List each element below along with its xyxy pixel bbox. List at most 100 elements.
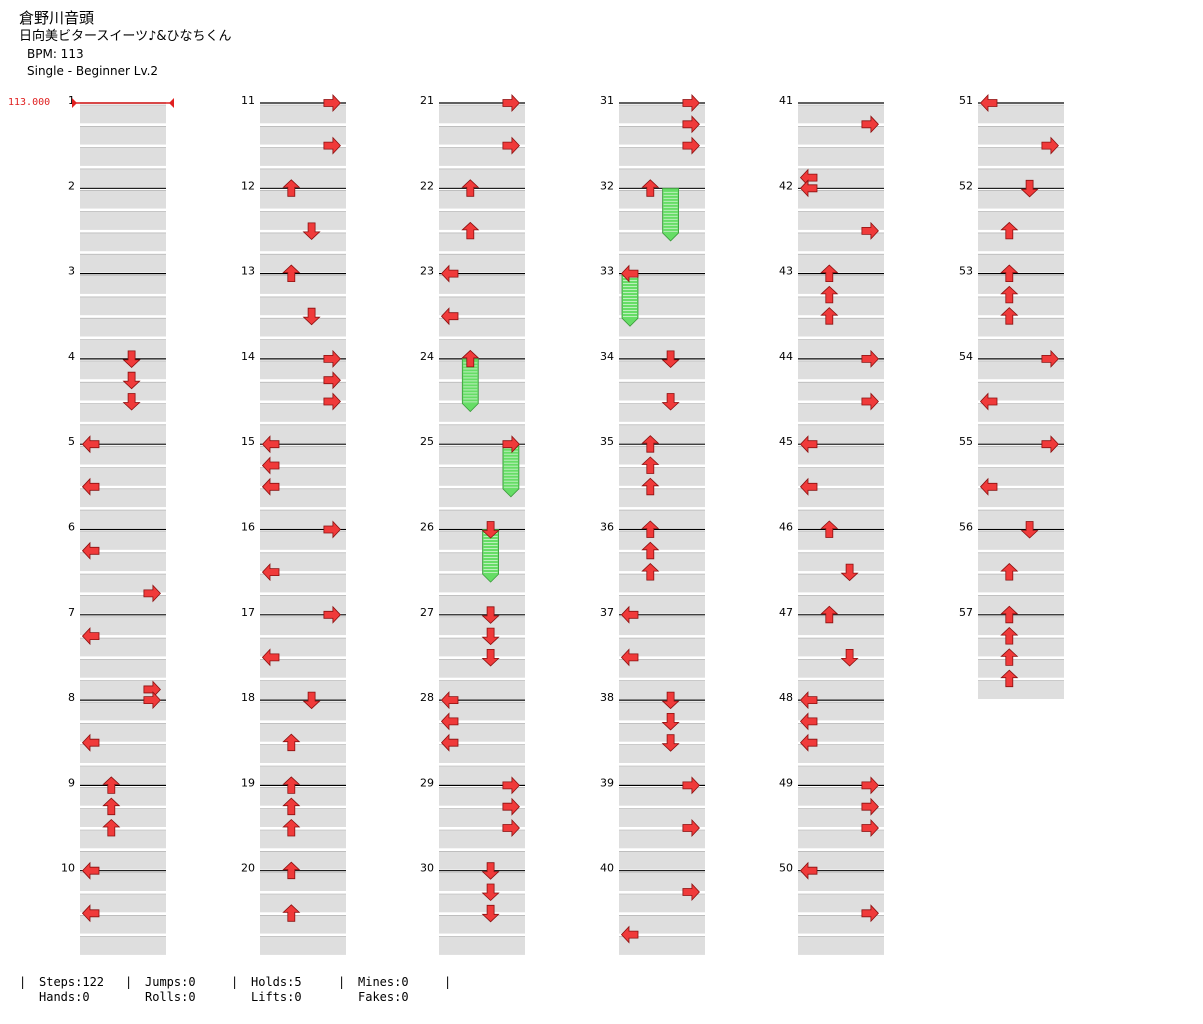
lane-band	[619, 744, 705, 763]
lane-band	[439, 147, 525, 166]
stat-holds: Holds:5	[251, 975, 302, 989]
arrow-right-icon	[502, 776, 520, 795]
lane-band	[619, 680, 705, 699]
measure-number: 11	[241, 94, 255, 107]
lane-band	[439, 126, 525, 145]
lane-band	[80, 531, 166, 550]
arrow-right-icon	[861, 904, 879, 923]
arrow-left-icon	[620, 648, 639, 667]
arrow-left-icon	[799, 712, 818, 731]
lane-band	[619, 105, 705, 124]
arrow-left-icon	[979, 392, 998, 411]
lane-band	[439, 382, 525, 401]
arrow-left-icon	[81, 477, 100, 496]
arrow-right-icon	[502, 136, 520, 155]
lane-band	[260, 105, 346, 124]
lane-band	[260, 531, 346, 550]
lane-band	[260, 403, 346, 422]
lane-band	[798, 488, 884, 508]
lane-band	[439, 531, 525, 550]
lane-band	[439, 659, 525, 678]
stats-divider: |	[125, 975, 133, 989]
lane-band	[260, 382, 346, 401]
measure-number: 36	[600, 521, 614, 534]
lane-band	[619, 318, 705, 337]
arrow-up-icon	[282, 904, 301, 922]
lane-band	[798, 403, 884, 422]
lane-band	[439, 190, 525, 209]
measure-number: 22	[420, 179, 434, 192]
arrow-left-icon	[979, 477, 998, 496]
arrow-right-icon	[323, 349, 341, 368]
lane-band	[798, 872, 884, 891]
lane-band	[619, 638, 705, 657]
lane-band	[260, 595, 346, 614]
lane-band	[439, 254, 525, 273]
lane-band	[260, 872, 346, 891]
arrow-left-icon	[799, 691, 818, 710]
lane-band	[619, 254, 705, 273]
arrow-down-icon	[122, 350, 141, 368]
lane-band	[260, 702, 346, 721]
arrow-right-icon	[323, 371, 341, 390]
arrow-up-icon	[102, 797, 121, 816]
arrow-down-icon	[481, 883, 500, 902]
lane-band	[798, 147, 884, 166]
lane-band	[80, 232, 166, 252]
measure-number: 48	[779, 691, 793, 704]
lane-band	[439, 702, 525, 721]
lane-band	[619, 446, 705, 465]
stat-steps: Steps:122	[39, 975, 105, 989]
lane-band	[798, 510, 884, 529]
lane-band	[80, 211, 166, 230]
song-difficulty: Single - Beginner Lv.2	[27, 64, 159, 78]
lane-band	[80, 275, 166, 294]
arrow-down-icon	[481, 649, 500, 667]
lane-band	[978, 446, 1064, 465]
arrow-left-icon	[799, 179, 818, 198]
lane-band	[978, 126, 1064, 145]
lane-band	[619, 147, 705, 166]
lane-band	[619, 830, 705, 849]
arrow-right-icon	[502, 818, 520, 838]
lane-band	[798, 446, 884, 465]
arrow-right-icon	[861, 221, 879, 240]
lane-band	[798, 318, 884, 337]
lane-band	[260, 296, 346, 316]
lane-band	[619, 339, 705, 358]
bpm-change-marker: 113.000	[8, 97, 51, 108]
measure-number: 9	[68, 776, 75, 789]
lane-band	[80, 894, 166, 913]
lane-band	[80, 296, 166, 316]
stats-divider: |	[444, 975, 452, 989]
lane-band	[260, 936, 346, 955]
arrow-right-icon	[682, 136, 700, 155]
lane-band	[439, 552, 525, 572]
arrow-down-icon	[661, 734, 680, 752]
lane-band	[619, 403, 705, 422]
lane-band	[619, 275, 705, 294]
lane-band	[619, 552, 705, 572]
arrow-down-icon	[661, 393, 680, 411]
arrow-up-icon	[282, 776, 301, 794]
lane-band	[798, 915, 884, 934]
lane-band	[439, 787, 525, 806]
measure-number: 57	[959, 606, 973, 619]
lane-band	[798, 787, 884, 806]
lane-band	[439, 360, 525, 380]
measure-number: 14	[241, 350, 255, 363]
lane-band	[80, 360, 166, 380]
lane-band	[619, 915, 705, 934]
bpm-left-marker	[72, 98, 77, 108]
lane-band	[798, 424, 884, 444]
arrow-right-icon	[502, 435, 520, 454]
lane-band	[798, 254, 884, 273]
lane-band	[439, 894, 525, 913]
measure-number: 45	[779, 435, 793, 448]
lane-band	[798, 830, 884, 849]
measure-number: 56	[959, 521, 973, 534]
lane-band	[260, 254, 346, 273]
measure-number: 2	[68, 179, 75, 192]
song-title: 倉野川音頭	[19, 9, 95, 27]
lane-band	[619, 808, 705, 827]
